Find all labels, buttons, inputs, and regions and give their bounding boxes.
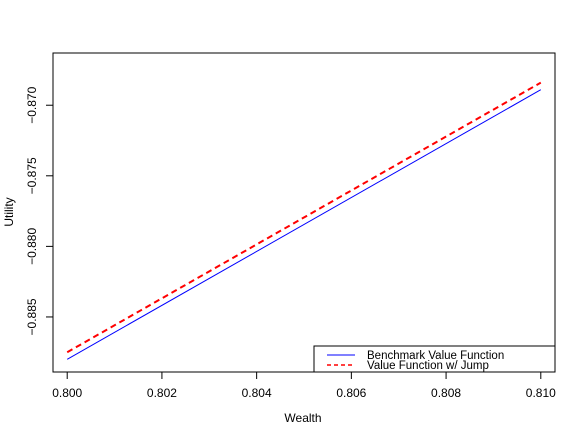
x-axis: 0.800 0.802 0.804 0.806 0.808 0.810 xyxy=(52,371,556,400)
y-axis: −0.870 −0.875 −0.880 −0.885 xyxy=(25,86,54,335)
y-axis-title: Utility xyxy=(2,197,16,226)
legend-label-jump: Value Function w/ Jump xyxy=(367,360,489,372)
x-tick-label: 0.804 xyxy=(242,386,272,400)
y-tick-label: −0.880 xyxy=(25,228,39,265)
x-tick-label: 0.802 xyxy=(147,386,177,400)
x-tick-label: 0.810 xyxy=(526,386,556,400)
y-tick-label: −0.870 xyxy=(25,86,39,123)
y-tick-label: −0.875 xyxy=(25,157,39,194)
x-tick-label: 0.806 xyxy=(336,386,366,400)
x-tick-label: 0.808 xyxy=(431,386,461,400)
series-jump-line xyxy=(66,81,542,354)
series-layer xyxy=(66,81,542,360)
series-benchmark-line xyxy=(66,89,542,360)
legend-label-benchmark: Benchmark Value Function xyxy=(367,350,504,362)
x-tick-label: 0.800 xyxy=(52,386,82,400)
legend: Benchmark Value Function Value Function … xyxy=(313,345,556,373)
y-tick-label: −0.885 xyxy=(25,298,39,335)
x-axis-title: Wealth xyxy=(284,411,321,425)
legend-box xyxy=(313,345,556,373)
